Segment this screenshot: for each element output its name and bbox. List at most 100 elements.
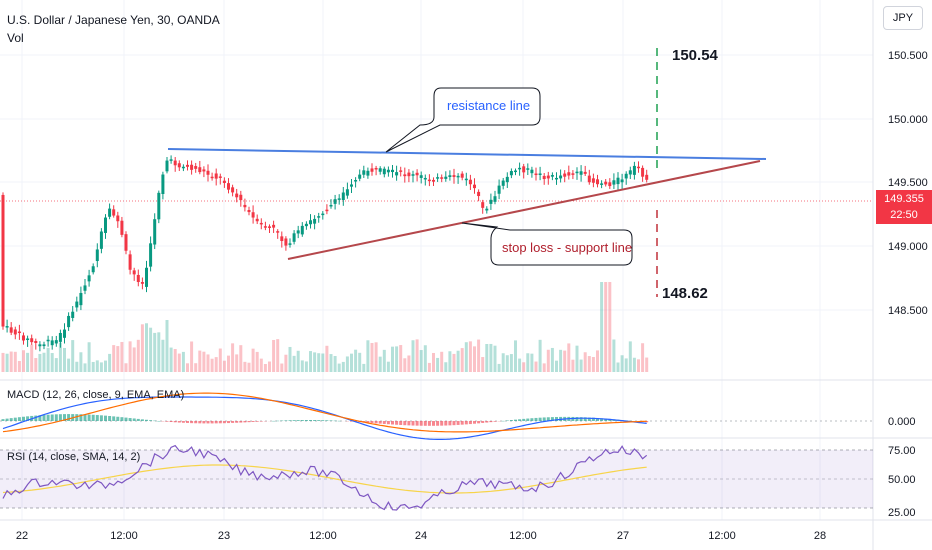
macd-histogram-bar: [83, 414, 87, 421]
macd-histogram-bar: [534, 417, 538, 421]
candle-body: [624, 173, 628, 179]
candle-body: [67, 315, 71, 328]
volume-bar: [255, 351, 259, 372]
volume-bar: [263, 363, 267, 372]
resistance-line[interactable]: [167, 148, 767, 160]
volume-bar: [108, 353, 112, 372]
candle-body: [641, 167, 645, 177]
volume-bar: [17, 360, 21, 372]
macd-histogram-bar: [386, 421, 390, 425]
candle-body: [509, 171, 513, 176]
macd-histogram-bar: [50, 414, 54, 421]
macd-histogram-bar: [153, 420, 157, 422]
candle-body: [436, 177, 440, 179]
candle-body: [432, 179, 435, 182]
macd-histogram-bar: [128, 418, 132, 421]
volume-bar: [575, 345, 579, 372]
volume-bar: [579, 359, 583, 372]
macd-histogram-bar: [481, 421, 485, 423]
candle-body: [370, 168, 374, 172]
candle-body: [337, 198, 341, 200]
macd-line: [2, 396, 647, 440]
candle-body: [83, 285, 87, 291]
time-axis[interactable]: 22 12:00 23 12:00 24 12:00 27 12:00 28: [16, 530, 826, 542]
macd-histogram-bar: [473, 421, 476, 424]
macd-histogram-bar: [149, 420, 153, 421]
macd-histogram-bar: [145, 419, 148, 421]
volume-bar: [247, 362, 251, 372]
currency-button[interactable]: JPY: [883, 6, 923, 30]
volume-bar: [58, 342, 62, 372]
macd-histogram-bar: [177, 421, 181, 423]
candle-body: [181, 166, 185, 169]
volume-bar: [83, 363, 87, 372]
macd-histogram-bar: [186, 421, 189, 423]
resistance-callout[interactable]: resistance line: [385, 87, 541, 153]
volume-bar: [87, 342, 91, 372]
volume-bar: [518, 358, 522, 372]
candle-body: [95, 249, 99, 262]
macd-histogram-bar: [403, 421, 407, 426]
macd-histogram-bar: [489, 421, 493, 423]
macd-histogram-bar: [313, 420, 317, 421]
candle-body: [71, 311, 75, 318]
volume-bar: [501, 353, 505, 372]
macd-histogram-bar: [309, 420, 312, 421]
candle-body: [489, 199, 493, 204]
volume-bar: [63, 347, 66, 372]
candle-body: [333, 199, 337, 204]
volume-bar: [624, 358, 628, 372]
candle-body: [567, 172, 571, 176]
candle-body: [407, 172, 411, 177]
macd-histogram-bar: [247, 421, 251, 423]
candle-body: [194, 166, 198, 169]
volume-bar: [460, 348, 464, 372]
macd-histogram-bar: [366, 421, 370, 423]
price-tick: 149.500: [888, 177, 928, 189]
candle-body: [579, 171, 583, 175]
rsi-label[interactable]: RSI (14, close, SMA, 14, 2): [7, 451, 141, 463]
candle-body: [91, 266, 95, 273]
macd-histogram-bar: [280, 420, 284, 422]
volume-bar: [300, 360, 304, 372]
volume-bar: [407, 355, 411, 372]
candle-body: [542, 175, 546, 180]
candle-body: [391, 169, 394, 173]
current-price-value: 149.355: [884, 193, 924, 205]
candle-body: [444, 176, 448, 179]
candle-body: [419, 175, 423, 178]
volume-bar: [382, 349, 386, 372]
macd-histogram-bar: [542, 417, 546, 421]
rsi-tick: 50.00: [888, 474, 916, 486]
macd-histogram-bar: [157, 420, 161, 422]
candle-body: [124, 234, 128, 251]
macd-label[interactable]: MACD (12, 26, close, 9, EMA, EMA): [7, 389, 185, 401]
candle-body: [140, 282, 144, 284]
volume-bar: [374, 342, 378, 372]
candle-body: [350, 184, 353, 187]
macd-histogram-bar: [75, 414, 79, 421]
time-tick: 23: [218, 530, 230, 542]
volume-bar: [559, 349, 563, 372]
candle-body: [481, 202, 485, 208]
macd-histogram-bar: [136, 418, 140, 421]
candle-body: [284, 238, 288, 246]
candle-body: [448, 175, 452, 178]
time-tick: 27: [617, 530, 629, 542]
volume-bar: [542, 363, 546, 372]
candle-body: [628, 170, 632, 175]
macd-histogram-bar: [460, 421, 464, 425]
candle-body: [313, 218, 317, 224]
volume-bar: [489, 343, 493, 372]
volume-bar: [464, 342, 468, 372]
macd-histogram-bar: [485, 421, 489, 423]
support-line[interactable]: [287, 160, 761, 260]
support-callout[interactable]: stop loss - support line: [461, 222, 633, 266]
candle-body: [399, 170, 403, 172]
candle-body: [5, 326, 9, 328]
macd-histogram-bar: [235, 421, 239, 423]
candle-body: [243, 204, 247, 208]
macd-histogram-bar: [292, 420, 296, 421]
price-axis[interactable]: 150.500 150.000 149.500 149.000 148.500 …: [888, 50, 928, 519]
